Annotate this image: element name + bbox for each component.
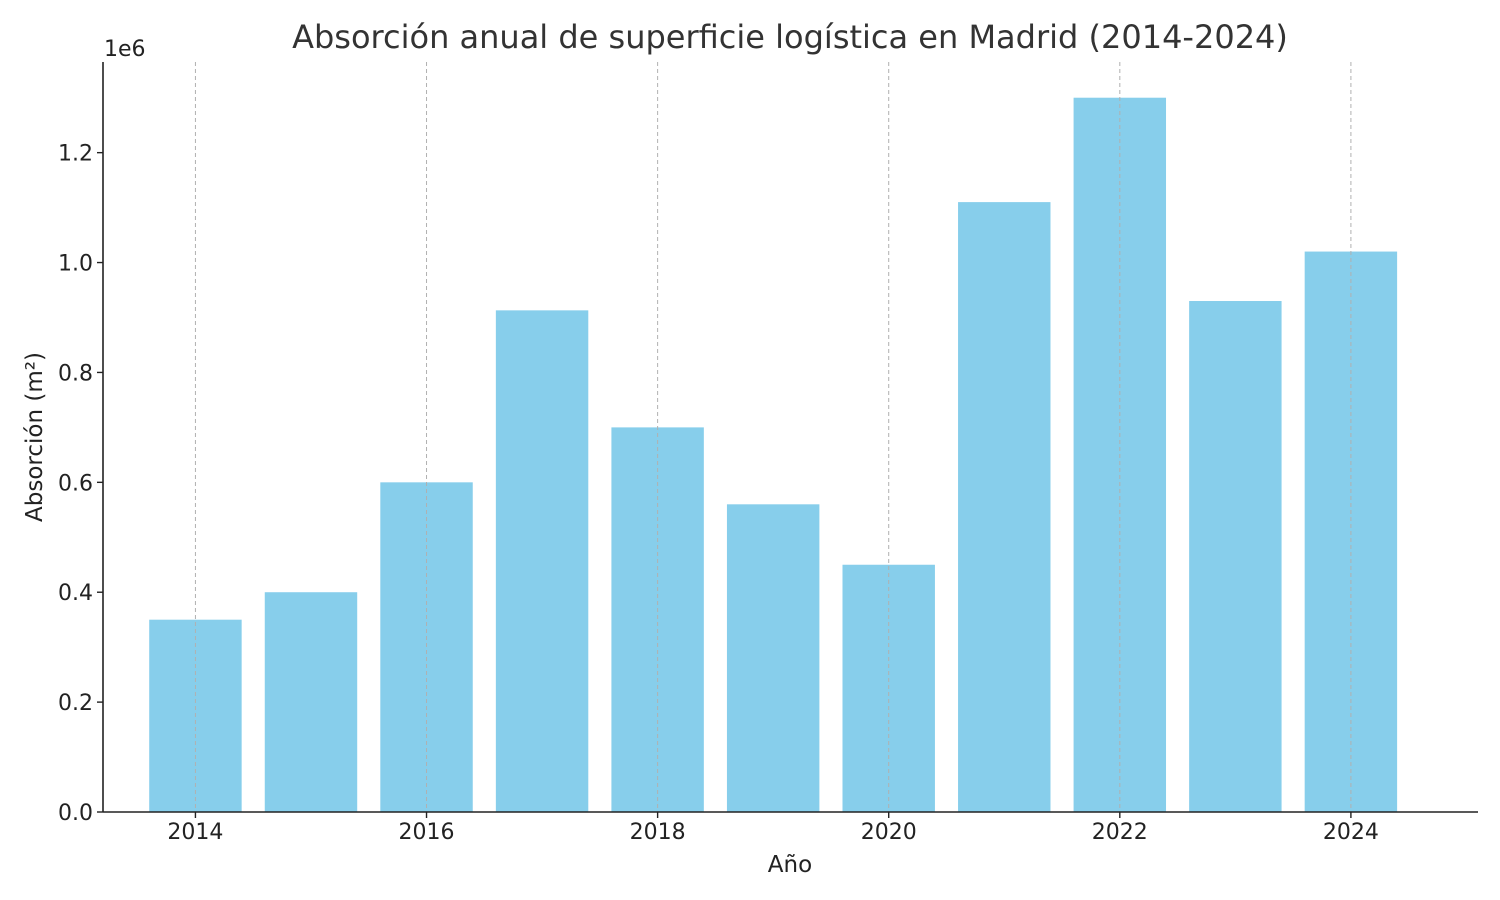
y-tick-label-0.6: 0.6 (58, 471, 93, 496)
bars (149, 97, 1398, 813)
y-tick-label-1.0: 1.0 (58, 252, 93, 277)
bar-2017 (495, 310, 589, 812)
y-tick-label-0.8: 0.8 (58, 361, 93, 386)
x-axis-ticks: 2014 2016 2018 2020 2022 2024 (167, 812, 1379, 845)
y-tick-label-1.2: 1.2 (58, 142, 93, 167)
y-axis-label: Absorción (m²) (22, 352, 48, 522)
chart-title: Absorción anual de superficie logística … (292, 18, 1288, 56)
x-tick-label-2020: 2020 (861, 820, 917, 845)
y-tick-label-0.0: 0.0 (58, 801, 93, 826)
gridlines-over-bars (194, 62, 1352, 812)
x-tick-label-2018: 2018 (630, 820, 686, 845)
x-tick-label-2024: 2024 (1323, 820, 1379, 845)
x-axis-label: Año (768, 852, 812, 878)
bar-2023 (1189, 301, 1282, 812)
bar-2019 (726, 504, 820, 812)
x-tick-label-2014: 2014 (167, 820, 223, 845)
y-axis-ticks: 0.0 0.2 0.4 0.6 0.8 1.0 1.2 (58, 142, 103, 826)
y-tick-label-0.2: 0.2 (58, 691, 93, 716)
bar-2021 (958, 202, 1051, 813)
x-tick-label-2016: 2016 (399, 820, 455, 845)
bar-2015 (264, 592, 358, 812)
y-axis-offset-label: 1e6 (104, 37, 146, 62)
axes (102, 62, 1478, 813)
x-tick-label-2022: 2022 (1092, 820, 1148, 845)
y-tick-label-0.4: 0.4 (58, 581, 93, 606)
